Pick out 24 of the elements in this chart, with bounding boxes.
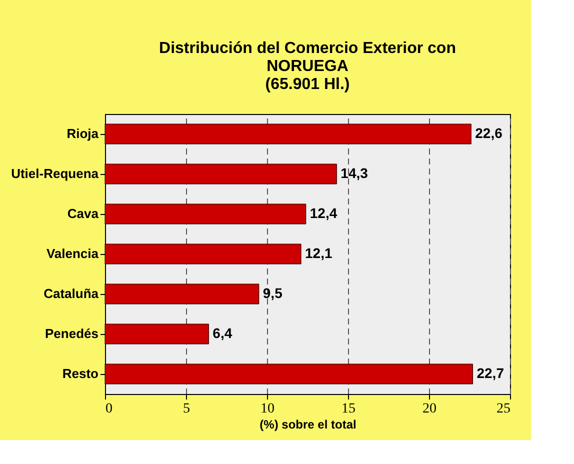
text: (65.901 Hl.) <box>265 76 350 93</box>
data-label: 9,5 <box>262 285 283 301</box>
x-tick-label: 0 <box>106 402 112 416</box>
y-tick-label: Cava <box>67 206 100 221</box>
data-label: 14,3 <box>340 165 368 181</box>
data-label: 12,4 <box>310 205 338 221</box>
y-tick-label: Cataluña <box>44 286 100 301</box>
text: NORUEGA <box>266 58 348 75</box>
text: Distribución del Comercio Exterior con <box>159 40 456 57</box>
y-tick-label: Rioja <box>66 126 100 141</box>
y-tick-label: Resto <box>62 366 99 381</box>
x-tick-label: 15 <box>342 402 356 416</box>
x-axis-title: (%) sobre el total <box>260 418 356 432</box>
x-tick-label: 5 <box>183 402 190 416</box>
data-label: 22,6 <box>475 125 503 141</box>
data-label: 12,1 <box>305 245 332 261</box>
y-tick-label: Penedés <box>45 326 98 341</box>
x-tick-label: 10 <box>260 402 274 416</box>
y-tick-label: Valencia <box>46 246 100 261</box>
x-tick-label: 20 <box>422 402 436 416</box>
data-label: 6,4 <box>212 325 232 341</box>
data-label: 22,7 <box>476 365 504 381</box>
y-tick-label: Utiel-Requena <box>11 166 100 181</box>
x-tick-label: 25 <box>496 402 510 416</box>
